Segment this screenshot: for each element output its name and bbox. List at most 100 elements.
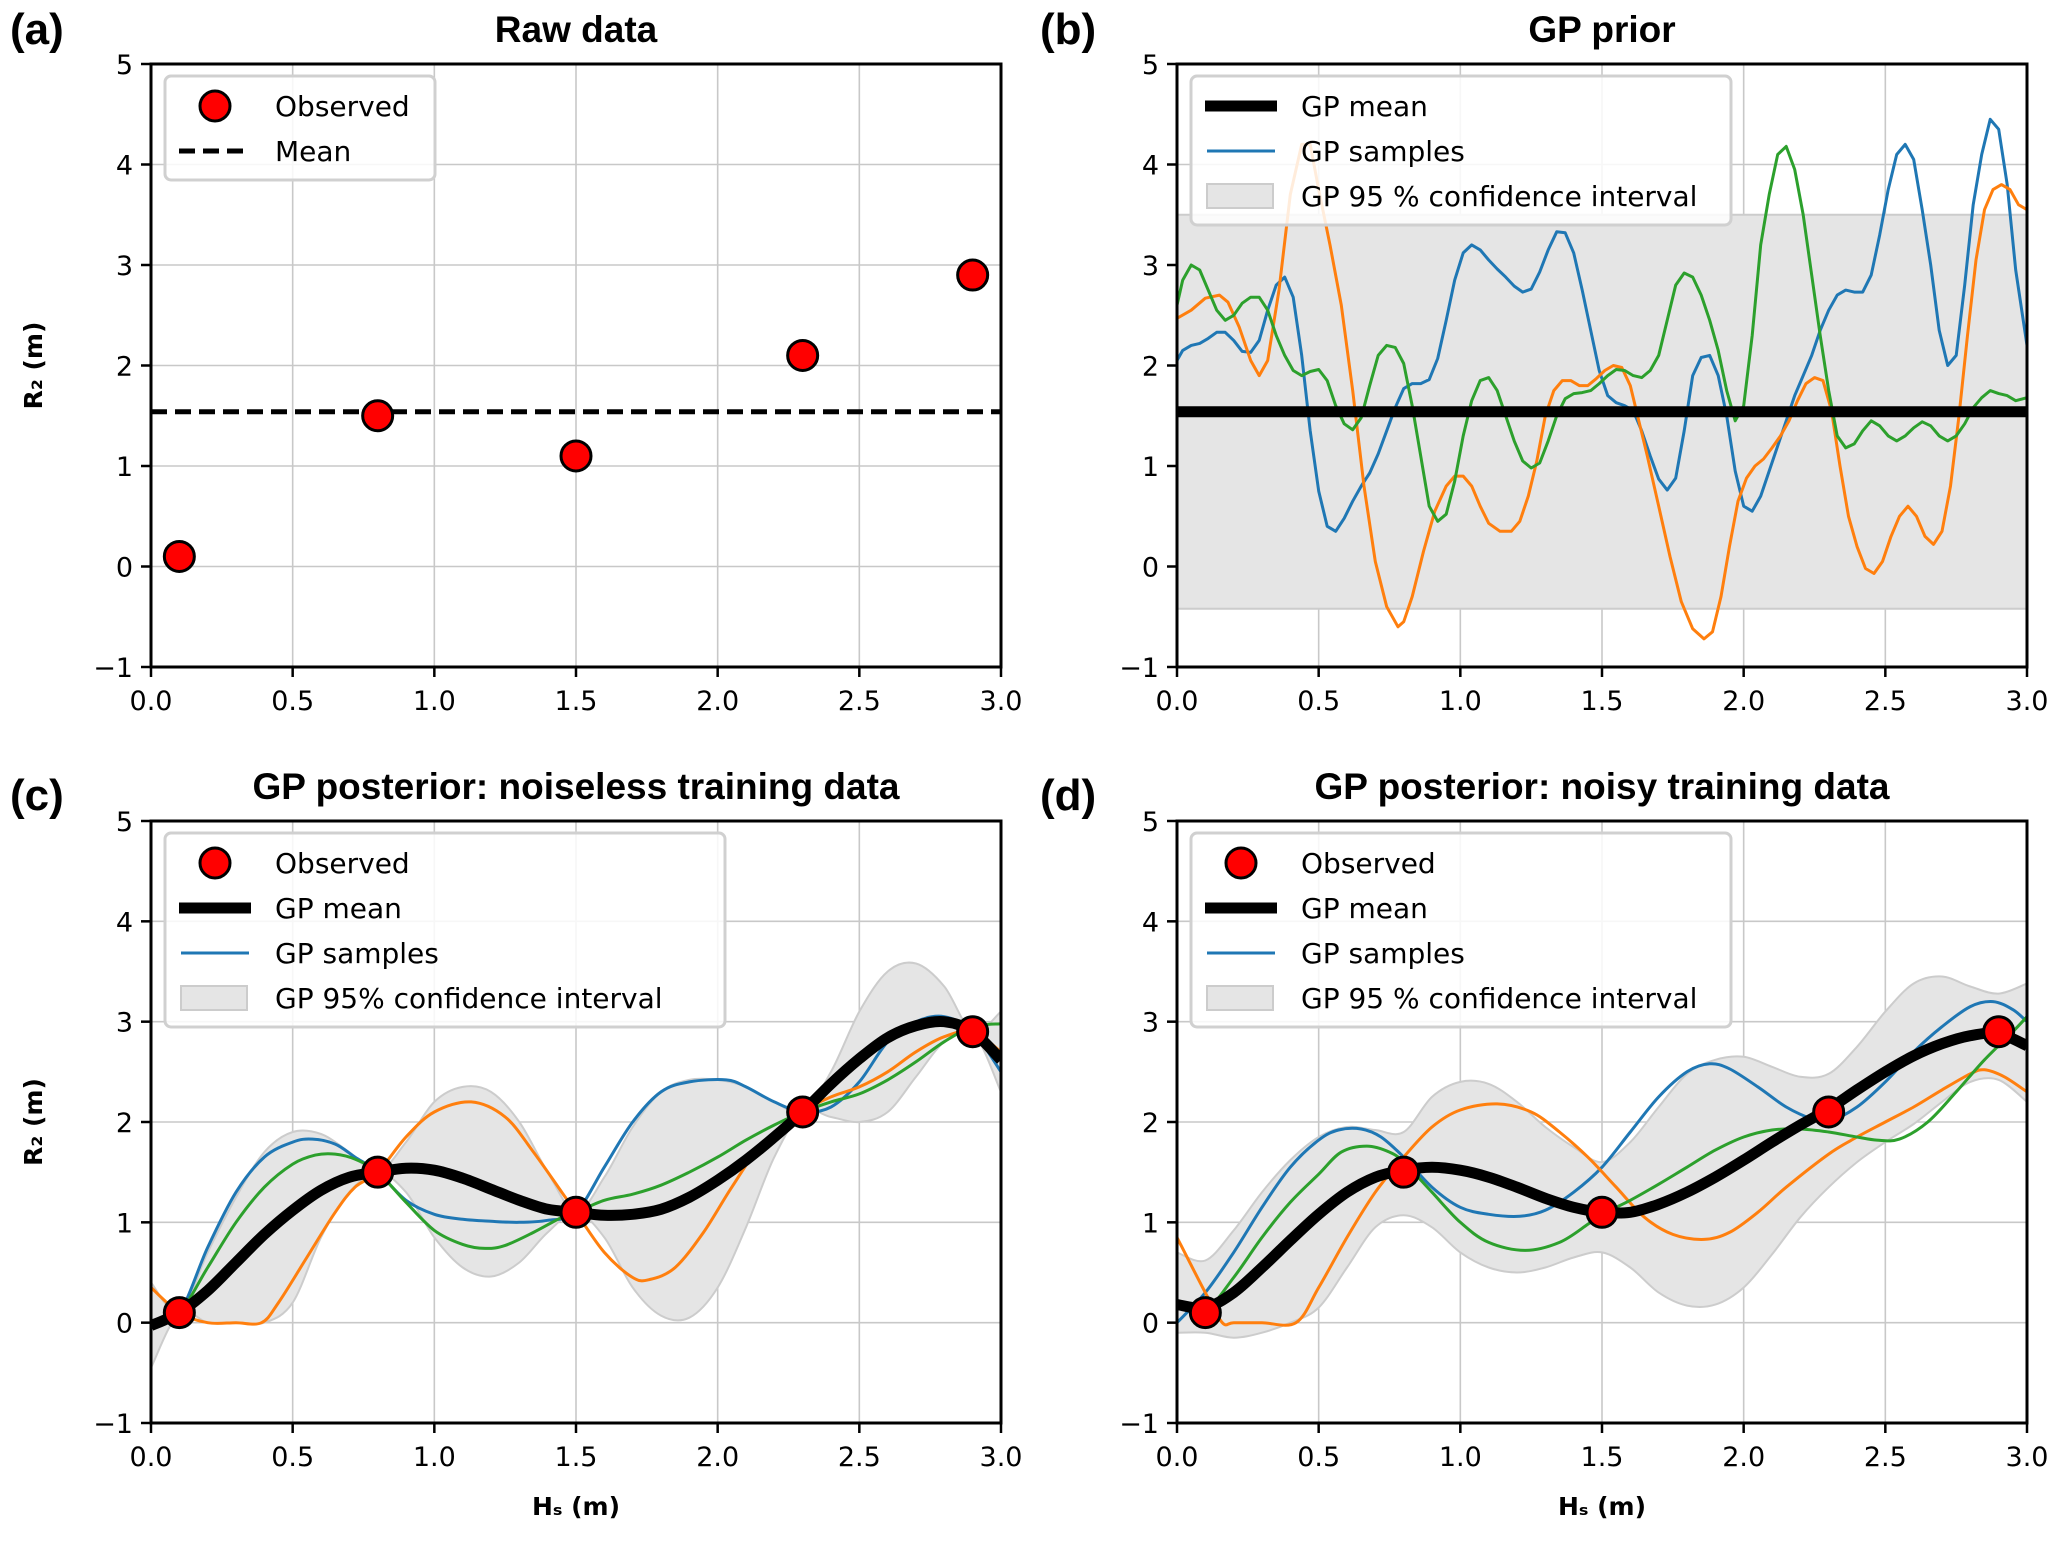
x-tick-label: 2.5 xyxy=(1864,1442,1907,1473)
x-tick-label: 0.5 xyxy=(271,1442,314,1473)
y-tick-label: 0 xyxy=(1142,1309,1159,1340)
x-tick-label: 0.0 xyxy=(130,1442,173,1473)
observed-point xyxy=(559,439,593,473)
legend-label: Mean xyxy=(275,135,351,168)
y-tick-label: 3 xyxy=(1142,251,1159,282)
y-tick-label: 5 xyxy=(116,50,133,81)
legend-label: GP mean xyxy=(1301,892,1428,925)
x-tick-label: 0.5 xyxy=(271,686,314,717)
panel-b-gp-prior: GP prior (b) 0.0 0.5 1.0 1.5 2.0 2.5 3.0 −1 0 1 2 3 4 5… xyxy=(1040,5,2048,717)
x-tick-label: 0.5 xyxy=(1297,1442,1340,1473)
chart-title: GP posterior: noisy training data xyxy=(1315,766,1890,807)
x-tick-label: 1.5 xyxy=(555,686,598,717)
x-tick-label: 1.0 xyxy=(1439,1442,1482,1473)
legend-box xyxy=(163,74,437,182)
observed-point xyxy=(786,338,820,372)
y-tick-label: 4 xyxy=(116,907,133,938)
x-axis-label: Hₛ (m) xyxy=(532,1492,620,1521)
legend-patch-icon xyxy=(180,985,248,1011)
x-tick-label: 0.5 xyxy=(1297,686,1340,717)
panel-d-gp-posterior-noisy: GP posterior: noisy training data (d) 0.0 0… xyxy=(1040,766,2048,1521)
legend-marker-icon xyxy=(198,89,232,123)
legend-box xyxy=(1189,831,1733,1029)
legend-marker-icon xyxy=(1224,846,1258,880)
chart-title: GP posterior: noiseless training data xyxy=(253,766,900,807)
panel-label: (a) xyxy=(10,5,64,54)
legend-box xyxy=(163,831,727,1029)
legend-label: GP mean xyxy=(1301,90,1428,123)
legend-label: GP 95 % confidence interval xyxy=(1301,982,1697,1015)
y-tick-label: 5 xyxy=(1142,807,1159,838)
gp-sample-line-2 xyxy=(1177,142,2027,641)
gp-sample-line-3 xyxy=(1177,144,2027,523)
panel-label: (b) xyxy=(1040,5,1096,54)
x-tick-label: 0.0 xyxy=(1156,1442,1199,1473)
x-tick-label: 2.5 xyxy=(838,1442,881,1473)
x-tick-label: 1.5 xyxy=(555,1442,598,1473)
y-tick-label: 1 xyxy=(116,452,133,483)
observed-point xyxy=(956,258,990,292)
x-tick-label: 3.0 xyxy=(2006,1442,2049,1473)
observed-point xyxy=(956,1015,990,1049)
observed-point xyxy=(361,1155,395,1189)
y-tick-label: 5 xyxy=(116,807,133,838)
legend-patch-icon xyxy=(1206,985,1274,1011)
legend-label: Observed xyxy=(275,90,410,123)
observed-point xyxy=(1387,1155,1421,1189)
panel-label: (c) xyxy=(10,771,64,820)
observed-point xyxy=(1812,1095,1846,1129)
observed-point xyxy=(786,1095,820,1129)
y-tick-label: 4 xyxy=(116,151,133,182)
x-tick-label: 3.0 xyxy=(980,1442,1023,1473)
legend-label: Observed xyxy=(1301,847,1436,880)
y-tick-label: 1 xyxy=(116,1208,133,1239)
legend-box xyxy=(1189,74,1733,227)
x-tick-label: 2.0 xyxy=(696,686,739,717)
x-tick-label: 1.5 xyxy=(1581,1442,1624,1473)
x-tick-label: 2.0 xyxy=(696,1442,739,1473)
y-tick-label: 2 xyxy=(116,352,133,383)
observed-point xyxy=(162,539,196,573)
y-tick-label: 4 xyxy=(1142,151,1159,182)
y-tick-label: 3 xyxy=(116,1008,133,1039)
legend: Observed Mean xyxy=(163,74,437,182)
x-tick-label: 2.0 xyxy=(1722,686,1765,717)
observed-point xyxy=(162,1296,196,1330)
x-tick-label: 3.0 xyxy=(2006,686,2049,717)
y-tick-label: 1 xyxy=(1142,452,1159,483)
y-tick-label: 3 xyxy=(1142,1008,1159,1039)
x-tick-label: 0.0 xyxy=(1156,686,1199,717)
y-tick-label: 2 xyxy=(1142,352,1159,383)
y-tick-label: 0 xyxy=(116,1309,133,1340)
panel-a-raw-data: Raw data (a) 0.0 0.5 1.0 1.5 2.0 2.5 3.0 −1 0 1 2 3 4 5… xyxy=(10,5,1022,717)
legend-label: GP samples xyxy=(1301,135,1465,168)
y-tick-label: 3 xyxy=(116,251,133,282)
x-tick-label: 3.0 xyxy=(980,686,1023,717)
x-tick-label: 2.5 xyxy=(1864,686,1907,717)
y-tick-label: 2 xyxy=(116,1108,133,1139)
observed-point xyxy=(1982,1015,2016,1049)
y-axis-label: R₂ (m) xyxy=(19,1078,48,1166)
x-tick-label: 1.5 xyxy=(1581,686,1624,717)
observed-point xyxy=(1188,1296,1222,1330)
observed-point xyxy=(1585,1195,1619,1229)
legend-label: GP samples xyxy=(1301,937,1465,970)
observed-point xyxy=(361,399,395,433)
legend-marker-icon xyxy=(198,846,232,880)
y-tick-label: −1 xyxy=(1119,653,1159,684)
legend-label: GP 95% confidence interval xyxy=(275,982,663,1015)
legend-label: GP samples xyxy=(275,937,439,970)
y-tick-label: 5 xyxy=(1142,50,1159,81)
y-tick-label: −1 xyxy=(1119,1409,1159,1440)
observed-point xyxy=(559,1195,593,1229)
y-tick-label: 2 xyxy=(1142,1108,1159,1139)
legend-label: GP mean xyxy=(275,892,402,925)
x-tick-label: 2.5 xyxy=(838,686,881,717)
legend: Observed GP mean GP samples GP 95 % confide… xyxy=(1189,831,1733,1029)
panel-label: (d) xyxy=(1040,771,1096,820)
x-tick-label: 0.0 xyxy=(130,686,173,717)
chart-title: Raw data xyxy=(495,9,658,50)
chart-title: GP prior xyxy=(1528,9,1675,50)
y-tick-label: 4 xyxy=(1142,907,1159,938)
